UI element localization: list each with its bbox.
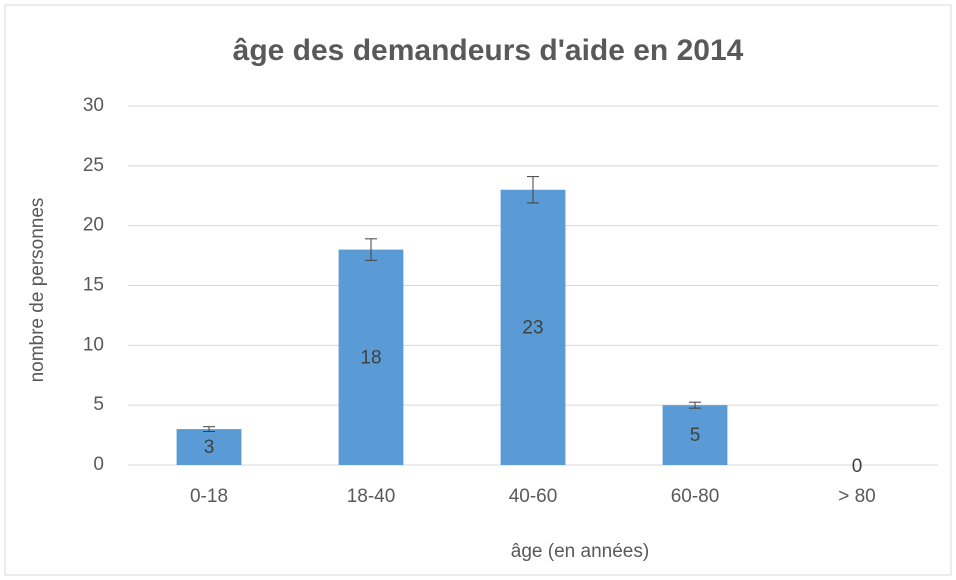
- x-axis-label: âge (en années): [511, 541, 649, 562]
- data-label: 0: [852, 456, 863, 477]
- chart-frame: [4, 4, 952, 576]
- bar: [176, 429, 242, 465]
- y-tick-label: 20: [83, 215, 104, 236]
- y-tick-label: 0: [93, 454, 104, 475]
- x-tick-label: 60-80: [671, 486, 720, 507]
- x-tick-label: 0-18: [190, 486, 228, 507]
- error-bar: [689, 401, 701, 409]
- data-label: 18: [360, 347, 381, 368]
- bar: [662, 405, 728, 465]
- y-tick-label: 10: [83, 334, 104, 355]
- x-tick-label: 18-40: [347, 486, 396, 507]
- y-tick-label: 30: [83, 95, 104, 116]
- data-label: 5: [690, 425, 701, 446]
- y-axis-label: nombre de personnes: [27, 198, 48, 383]
- error-bar: [203, 426, 215, 432]
- y-tick-label: 25: [83, 155, 104, 176]
- error-bar: [365, 238, 377, 261]
- y-tick-label: 5: [93, 394, 104, 415]
- x-tick-label: 40-60: [509, 486, 558, 507]
- bar: [500, 189, 566, 465]
- data-label: 23: [522, 317, 543, 338]
- chart-title: âge des demandeurs d'aide en 2014: [233, 34, 744, 67]
- data-label: 3: [204, 437, 215, 458]
- bar: [338, 249, 404, 465]
- x-tick-label: > 80: [838, 486, 876, 507]
- error-bar: [527, 176, 539, 204]
- y-tick-label: 15: [83, 275, 104, 296]
